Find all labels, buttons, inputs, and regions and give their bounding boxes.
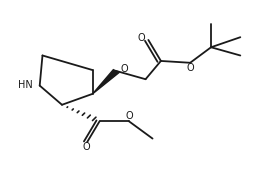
Text: O: O (137, 33, 145, 43)
Text: O: O (125, 111, 133, 121)
Polygon shape (93, 70, 119, 94)
Text: HN: HN (18, 80, 32, 90)
Text: O: O (121, 64, 129, 74)
Text: O: O (187, 63, 195, 73)
Text: O: O (83, 142, 90, 152)
